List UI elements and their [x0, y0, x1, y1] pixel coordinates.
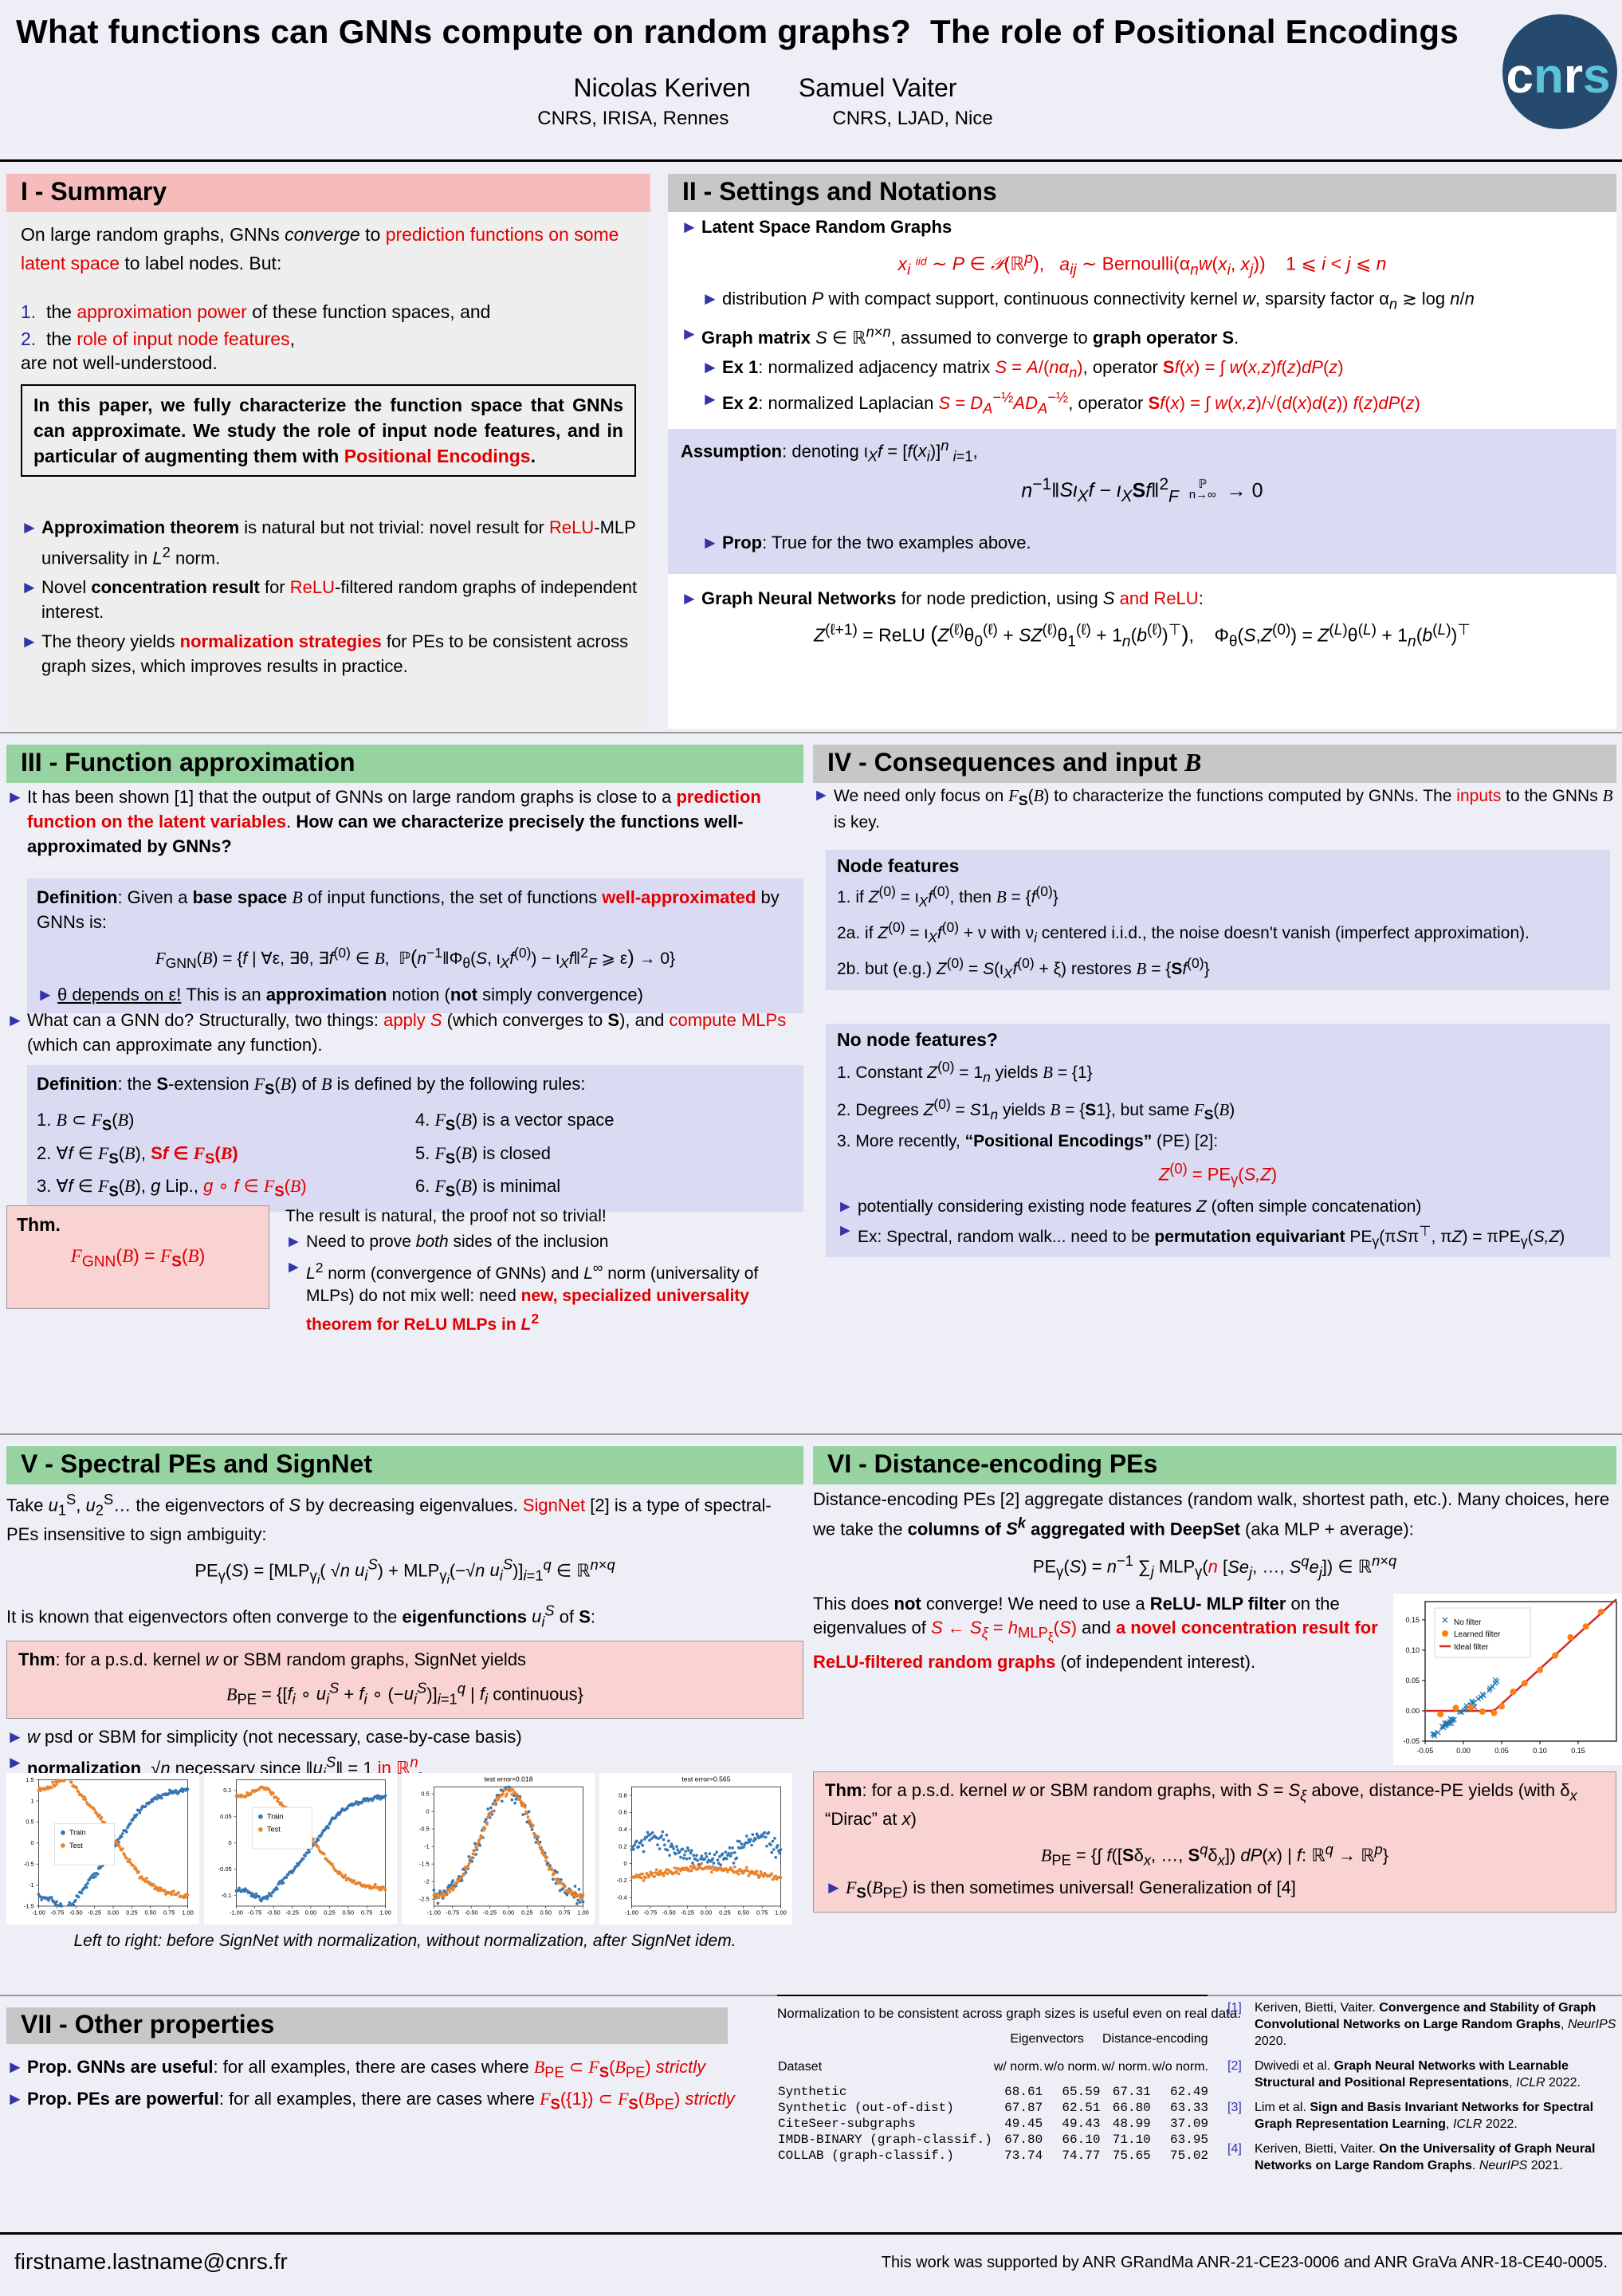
svg-text:0.15: 0.15 [1571, 1747, 1585, 1755]
svg-text:0.10: 0.10 [1533, 1747, 1547, 1755]
svg-text:Train: Train [267, 1813, 284, 1821]
svg-text:0.50: 0.50 [144, 1909, 156, 1916]
svg-text:1.00: 1.00 [182, 1909, 194, 1916]
svg-text:-2.5: -2.5 [419, 1895, 430, 1902]
svg-text:-1.00: -1.00 [230, 1909, 243, 1916]
svg-text:-0.75: -0.75 [446, 1909, 459, 1916]
svg-text:-0.50: -0.50 [662, 1909, 676, 1916]
svg-text:-0.5: -0.5 [24, 1860, 34, 1867]
svg-text:-0.05: -0.05 [1417, 1747, 1434, 1755]
svg-text:0.00: 0.00 [701, 1909, 713, 1916]
svg-text:0.2: 0.2 [619, 1842, 626, 1850]
svg-text:0: 0 [623, 1860, 626, 1867]
svg-text:1.5: 1.5 [26, 1776, 33, 1783]
svg-text:-1: -1 [424, 1842, 430, 1850]
svg-text:0.8: 0.8 [619, 1791, 626, 1799]
svg-text:-0.75: -0.75 [248, 1909, 261, 1916]
svg-text:-0.05: -0.05 [218, 1866, 232, 1873]
svg-text:No filter: No filter [1454, 1618, 1482, 1627]
svg-text:test error=0.565: test error=0.565 [681, 1775, 730, 1783]
svg-text:-1.5: -1.5 [419, 1860, 430, 1867]
svg-text:0.75: 0.75 [361, 1909, 373, 1916]
svg-text:-0.50: -0.50 [69, 1909, 83, 1916]
svg-text:Learned filter: Learned filter [1454, 1630, 1501, 1639]
svg-text:0.4: 0.4 [619, 1826, 626, 1833]
svg-text:-1.00: -1.00 [32, 1909, 45, 1916]
svg-text:-0.05: -0.05 [1403, 1737, 1420, 1745]
svg-text:-0.50: -0.50 [465, 1909, 478, 1916]
svg-text:test error=0.018: test error=0.018 [484, 1775, 532, 1783]
svg-text:1: 1 [30, 1797, 33, 1804]
svg-text:0.10: 0.10 [1405, 1646, 1420, 1654]
svg-text:Test: Test [69, 1842, 83, 1850]
svg-text:Test: Test [267, 1826, 281, 1834]
svg-text:-0.25: -0.25 [681, 1909, 694, 1916]
svg-text:-0.25: -0.25 [483, 1909, 497, 1916]
svg-text:0.00: 0.00 [305, 1909, 317, 1916]
svg-text:-1.5: -1.5 [24, 1902, 34, 1909]
svg-text:0.75: 0.75 [163, 1909, 175, 1916]
svg-text:-0.75: -0.75 [50, 1909, 64, 1916]
svg-text:0.00: 0.00 [108, 1909, 120, 1916]
svg-text:1.00: 1.00 [577, 1909, 589, 1916]
svg-text:-1: -1 [29, 1881, 34, 1889]
svg-text:Ideal filter: Ideal filter [1454, 1643, 1489, 1652]
svg-text:0.25: 0.25 [521, 1909, 533, 1916]
svg-text:0.05: 0.05 [1405, 1677, 1420, 1685]
svg-text:0.50: 0.50 [737, 1909, 749, 1916]
svg-text:-1.00: -1.00 [427, 1909, 441, 1916]
svg-text:0.05: 0.05 [220, 1813, 232, 1820]
svg-text:0: 0 [30, 1839, 33, 1846]
svg-text:0.00: 0.00 [1456, 1747, 1471, 1755]
svg-text:0.75: 0.75 [756, 1909, 768, 1916]
svg-text:1.00: 1.00 [379, 1909, 391, 1916]
svg-text:0.75: 0.75 [559, 1909, 571, 1916]
svg-text:-0.5: -0.5 [419, 1825, 430, 1832]
svg-text:-0.2: -0.2 [617, 1877, 627, 1884]
svg-text:-0.4: -0.4 [617, 1894, 627, 1901]
svg-text:Train: Train [69, 1829, 86, 1837]
svg-text:0.6: 0.6 [619, 1809, 626, 1816]
svg-text:-2: -2 [424, 1877, 430, 1885]
svg-text:0.50: 0.50 [540, 1909, 552, 1916]
svg-text:0: 0 [426, 1807, 429, 1814]
svg-text:-1.00: -1.00 [625, 1909, 638, 1916]
svg-text:0.5: 0.5 [26, 1818, 33, 1826]
svg-text:0.05: 0.05 [1494, 1747, 1509, 1755]
svg-text:1.00: 1.00 [775, 1909, 787, 1916]
svg-text:0: 0 [228, 1839, 231, 1846]
svg-text:-0.1: -0.1 [222, 1892, 232, 1899]
svg-text:0.5: 0.5 [421, 1790, 429, 1797]
svg-text:-0.25: -0.25 [285, 1909, 299, 1916]
svg-text:0.25: 0.25 [126, 1909, 138, 1916]
svg-text:0.00: 0.00 [1405, 1707, 1420, 1715]
svg-text:-0.50: -0.50 [267, 1909, 281, 1916]
svg-text:0.1: 0.1 [223, 1787, 231, 1794]
svg-text:-0.25: -0.25 [88, 1909, 101, 1916]
svg-text:0.15: 0.15 [1405, 1616, 1420, 1624]
svg-text:0.50: 0.50 [342, 1909, 354, 1916]
svg-text:0.25: 0.25 [324, 1909, 336, 1916]
svg-text:0.25: 0.25 [719, 1909, 731, 1916]
svg-text:-0.75: -0.75 [643, 1909, 657, 1916]
svg-text:0.00: 0.00 [503, 1909, 515, 1916]
svg-text:cnrs: cnrs [1506, 49, 1611, 104]
